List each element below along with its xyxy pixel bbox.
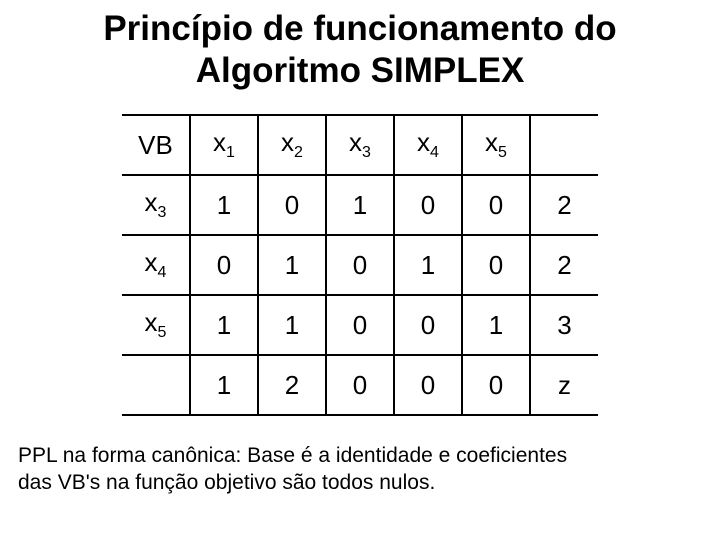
table-cell: 1: [190, 355, 258, 415]
table-cell: 1: [394, 235, 462, 295]
table-cell: 0: [190, 235, 258, 295]
table-cell: 0: [462, 175, 530, 235]
table-row: x3101002: [122, 175, 598, 235]
table-header-cell: x1: [190, 115, 258, 175]
table-cell: 1: [190, 175, 258, 235]
table-header-row: VBx1x2x3x4x5: [122, 115, 598, 175]
table-header-cell: x5: [462, 115, 530, 175]
table-cell: 1: [190, 295, 258, 355]
table-cell: 0: [258, 175, 326, 235]
table-cell: 1: [326, 175, 394, 235]
table-cell: z: [530, 355, 598, 415]
table-cell: 1: [258, 235, 326, 295]
table-row: x5110013: [122, 295, 598, 355]
title-line-2: Algoritmo SIMPLEX: [196, 51, 525, 90]
table-cell: [122, 355, 190, 415]
table-cell: x5: [122, 295, 190, 355]
footnote-text: PPL na forma canônica: Base é a identida…: [18, 442, 702, 497]
table-row: x4010102: [122, 235, 598, 295]
table-header-cell: VB: [122, 115, 190, 175]
footnote-line-2: das VB's na função objetivo são todos nu…: [18, 471, 435, 494]
table-cell: 2: [530, 235, 598, 295]
table-header-cell: x2: [258, 115, 326, 175]
table-cell: 0: [326, 295, 394, 355]
table-cell: 0: [394, 295, 462, 355]
table-cell: 0: [394, 355, 462, 415]
footnote-line-1: PPL na forma canônica: Base é a identida…: [18, 444, 567, 467]
simplex-table-container: VBx1x2x3x4x5x3101002x4010102x51100131200…: [18, 114, 702, 416]
table-cell: 0: [462, 355, 530, 415]
slide-title: Princípio de funcionamento do Algoritmo …: [18, 8, 702, 92]
table-row: 12000z: [122, 355, 598, 415]
table-cell: 1: [258, 295, 326, 355]
table-cell: 0: [326, 235, 394, 295]
title-line-1: Princípio de funcionamento do: [103, 9, 616, 48]
table-cell: x4: [122, 235, 190, 295]
table-cell: 2: [258, 355, 326, 415]
table-cell: x3: [122, 175, 190, 235]
table-cell: 0: [326, 355, 394, 415]
table-cell: 0: [462, 235, 530, 295]
table-header-cell: x3: [326, 115, 394, 175]
table-cell: 3: [530, 295, 598, 355]
table-cell: 1: [462, 295, 530, 355]
table-header-cell: x4: [394, 115, 462, 175]
table-cell: 0: [394, 175, 462, 235]
table-header-cell: [530, 115, 598, 175]
table-cell: 2: [530, 175, 598, 235]
simplex-table: VBx1x2x3x4x5x3101002x4010102x51100131200…: [122, 114, 598, 416]
